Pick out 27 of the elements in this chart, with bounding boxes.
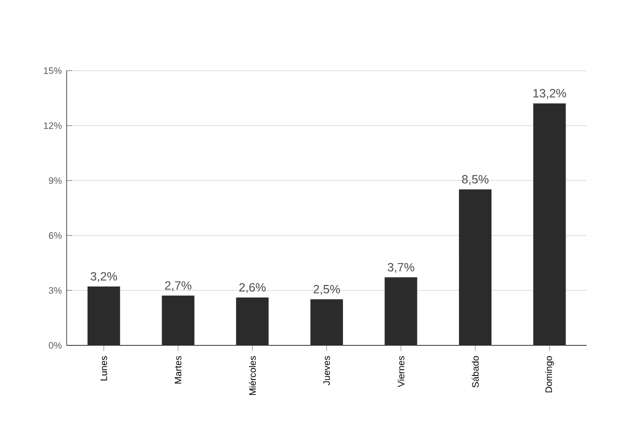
x-tick-label: Martes (174, 356, 182, 384)
x-tick-label: Sábado (472, 356, 479, 388)
data-label: 2,7% (165, 281, 192, 292)
data-label: 3,7% (388, 262, 414, 273)
x-tick-label: Viernes (398, 356, 404, 388)
bar (384, 277, 418, 346)
y-tick-label: 12% (44, 122, 62, 129)
y-tick-label: 15% (44, 67, 62, 74)
data-label: 2,5% (314, 284, 340, 295)
data-label: 3,2% (90, 272, 118, 282)
data-label: 8,5% (462, 175, 488, 185)
bar (533, 103, 566, 346)
y-tick-label: 0% (48, 342, 62, 349)
data-label: 2,6% (239, 283, 266, 293)
data-label: 13,2% (533, 88, 566, 99)
x-tick-label: Miércoles (248, 356, 256, 395)
y-tick-label: 9% (48, 177, 62, 184)
bar (162, 296, 194, 346)
bar (310, 299, 343, 346)
bar (88, 286, 120, 346)
bar (458, 189, 492, 346)
y-tick-label: 3% (48, 287, 62, 294)
y-tick-label: 6% (48, 232, 62, 239)
x-tick-label: Jueves (323, 356, 330, 386)
bar (236, 297, 269, 346)
x-tick-label: Domingo (545, 356, 554, 392)
x-tick-label: Lunes (100, 356, 108, 380)
